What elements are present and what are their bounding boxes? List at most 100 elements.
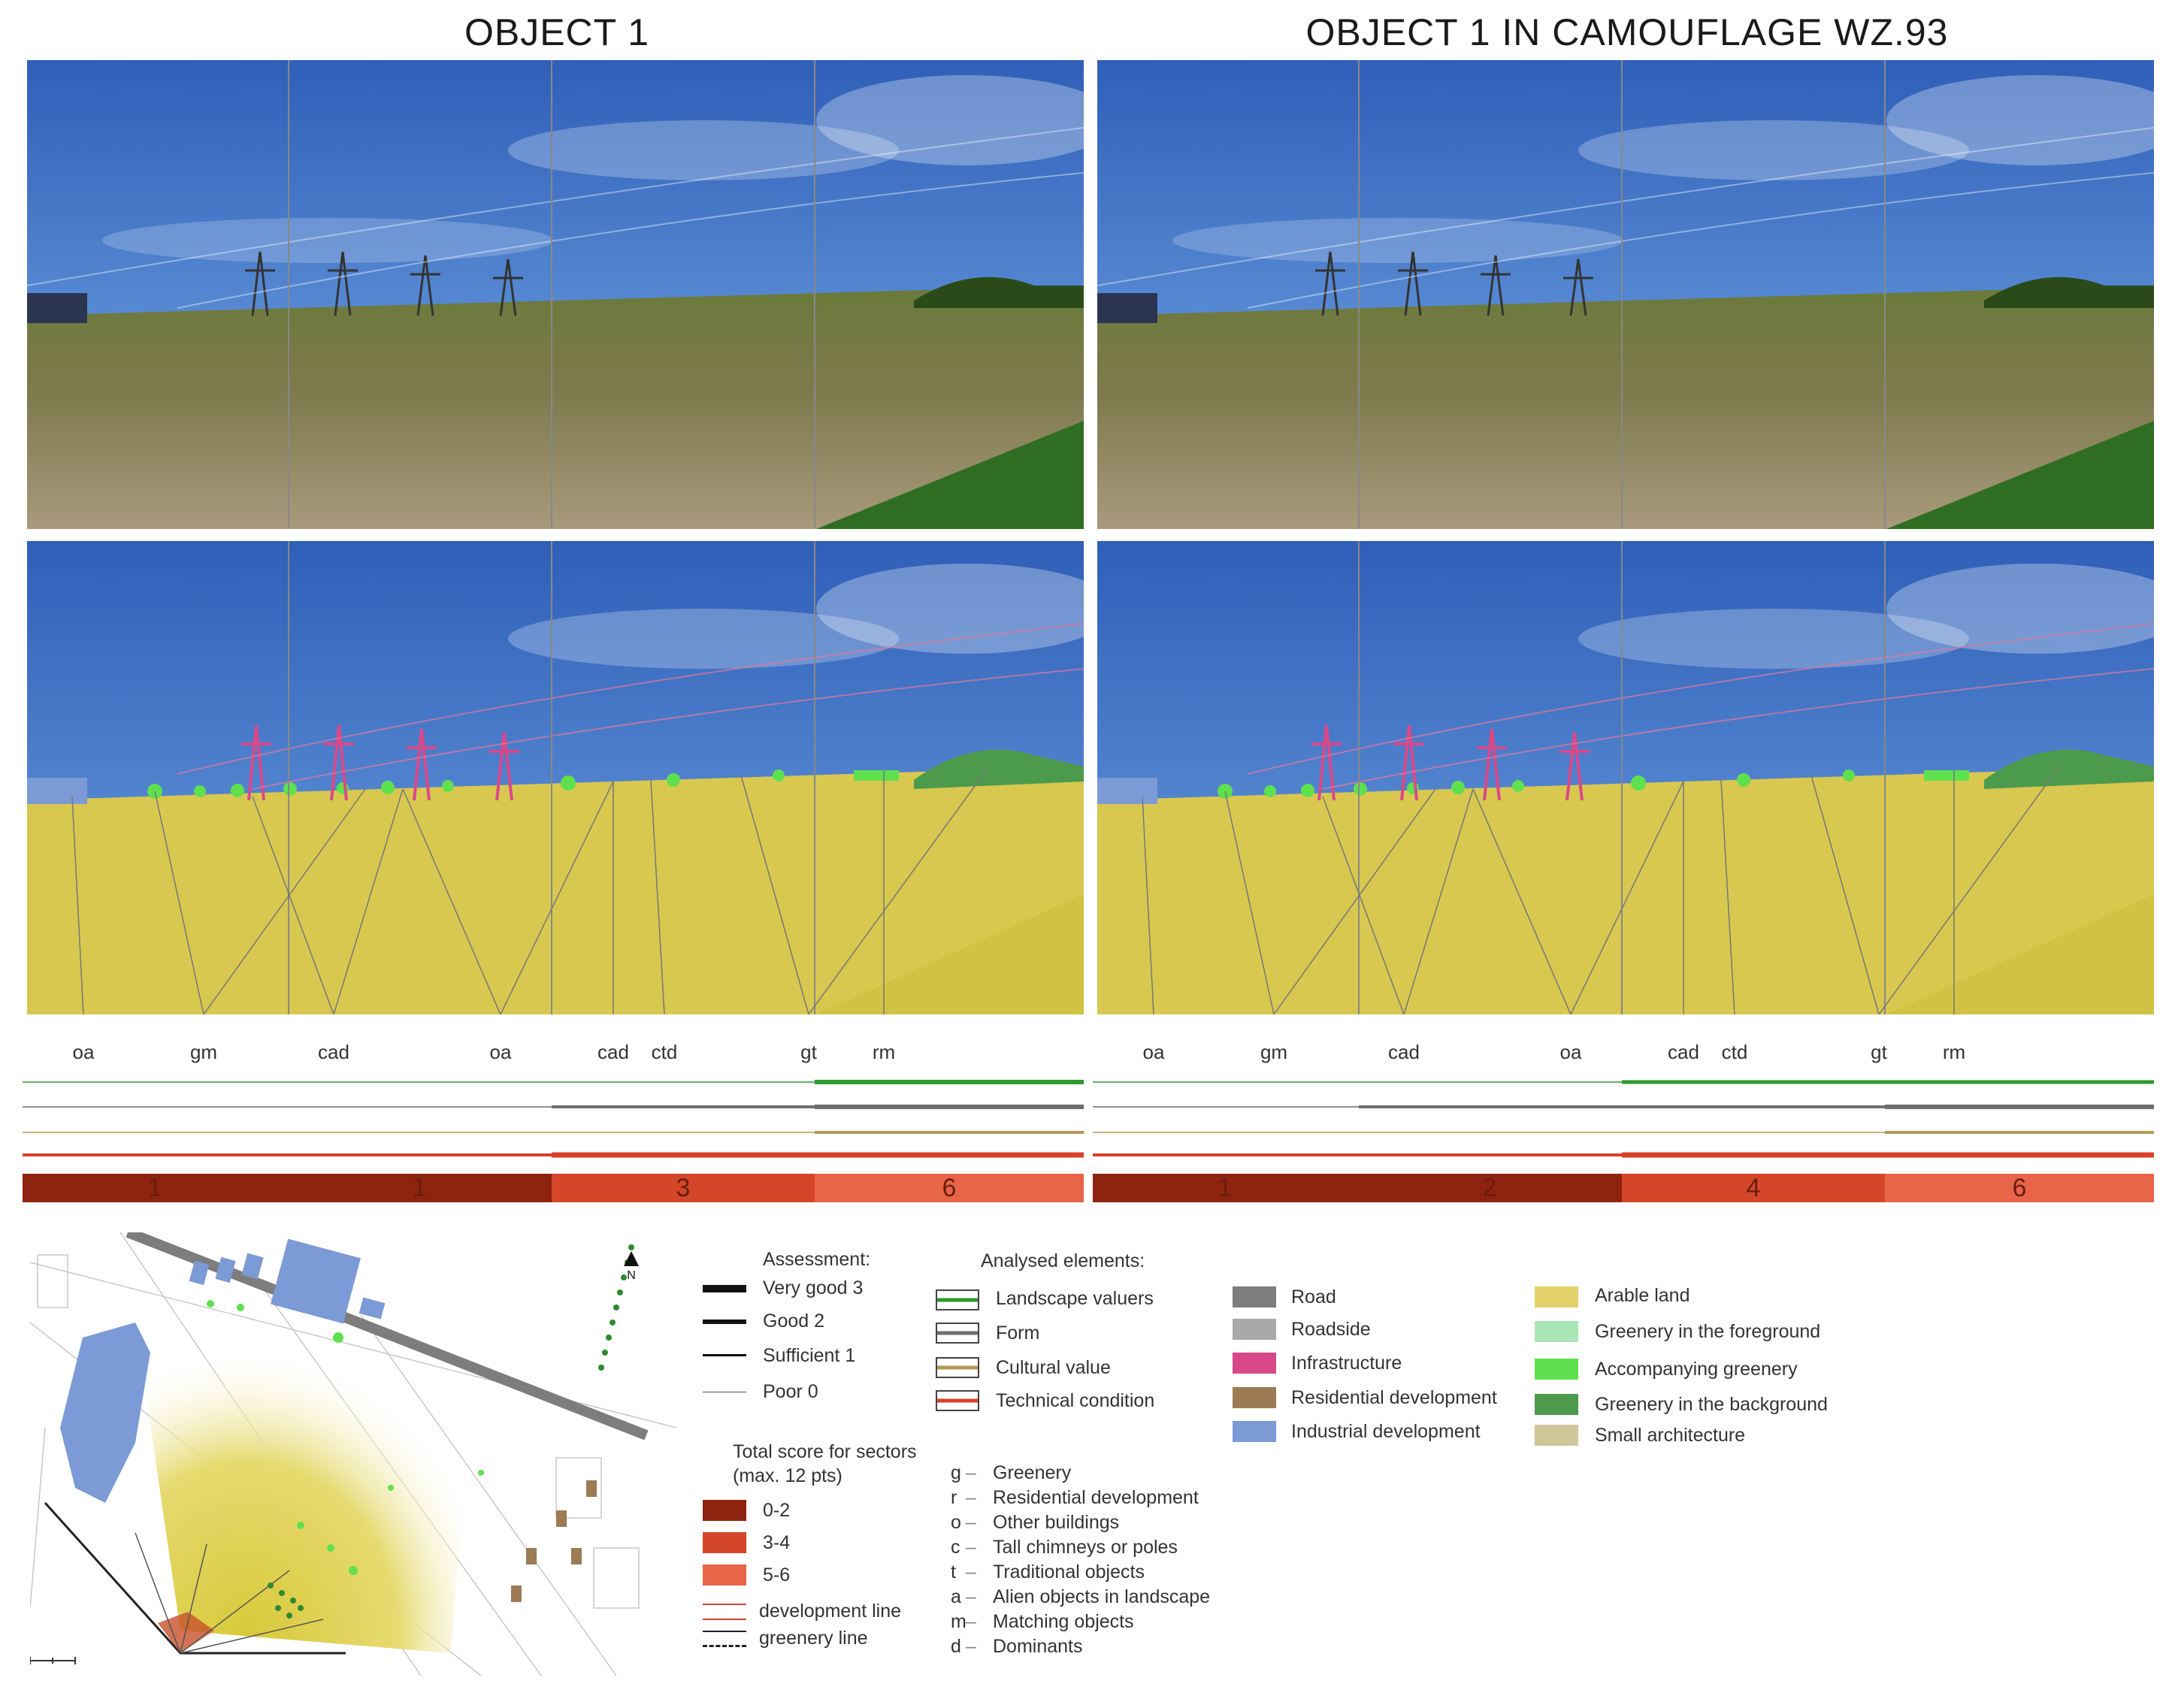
accompanying-greenery-swatch bbox=[1535, 1359, 1578, 1380]
industrial-swatch bbox=[1233, 1421, 1276, 1442]
land-use-label: Roadside bbox=[1291, 1319, 1371, 1340]
score-segment: 3 bbox=[552, 1174, 815, 1202]
score-segment: 4 bbox=[1622, 1174, 1885, 1202]
code-label: oa bbox=[1142, 1041, 1165, 1063]
abbr-sep: – bbox=[966, 1512, 976, 1533]
abbreviation-row: g – Greenery bbox=[951, 1462, 1071, 1484]
abbr-key: g bbox=[951, 1462, 961, 1483]
abbreviation-row: r – Residential development bbox=[951, 1487, 1199, 1509]
abbreviation-row: d – Dominants bbox=[951, 1636, 1083, 1658]
abbreviation-row: t – Traditional objects bbox=[951, 1561, 1145, 1583]
abbr-key: m bbox=[951, 1611, 967, 1632]
code-label: gt bbox=[1871, 1041, 1887, 1063]
codes-right: oa gm cad oa cad ctd gt rm bbox=[1097, 1041, 2154, 1071]
code-label: rm bbox=[872, 1041, 896, 1063]
score-range: 5-6 bbox=[763, 1564, 791, 1586]
code-label: rm bbox=[1942, 1041, 1966, 1063]
abbreviation-row: c – Tall chimneys or poles bbox=[951, 1537, 1178, 1558]
score-segment: 1 bbox=[23, 1174, 287, 1202]
abbr-key: t bbox=[951, 1561, 956, 1583]
score-range: 3-4 bbox=[763, 1532, 791, 1553]
abbr-label: Tall chimneys or poles bbox=[993, 1537, 1178, 1558]
abbr-sep: – bbox=[966, 1586, 976, 1607]
cultural-value-swatch bbox=[936, 1357, 979, 1378]
abbr-sep: – bbox=[966, 1537, 976, 1558]
assessment-item: Poor 0 bbox=[763, 1381, 818, 1402]
abbreviation-row: a – Alien objects in landscape bbox=[951, 1586, 1210, 1608]
abbr-key: o bbox=[951, 1512, 961, 1533]
roadside-swatch bbox=[1233, 1319, 1276, 1340]
left-title: OBJECT 1 bbox=[464, 11, 650, 53]
abbr-label: Greenery bbox=[993, 1462, 1072, 1483]
residential-swatch bbox=[1233, 1387, 1276, 1408]
abbreviation-row: m– Matching objects bbox=[951, 1611, 1134, 1633]
north-label: N bbox=[627, 1269, 636, 1282]
analysed-item: Landscape valuers bbox=[996, 1288, 1154, 1309]
code-label: ctd bbox=[1721, 1041, 1748, 1063]
score-segment: 2 bbox=[1357, 1174, 1622, 1202]
abbr-key: a bbox=[951, 1586, 961, 1607]
abbr-label: Residential development bbox=[993, 1487, 1199, 1508]
code-label: oa bbox=[72, 1041, 95, 1063]
abbr-key: d bbox=[951, 1636, 961, 1657]
code-label: oa bbox=[489, 1041, 512, 1063]
assessment-lines-right bbox=[1093, 1071, 2154, 1161]
analysed-item: Technical condition bbox=[996, 1390, 1155, 1411]
code-label: gt bbox=[800, 1041, 817, 1063]
total-score-title: Total score for sectors bbox=[733, 1441, 917, 1462]
code-label: gm bbox=[189, 1041, 218, 1063]
land-use-label: Residential development bbox=[1291, 1387, 1497, 1408]
score-bar-right: 1 2 4 6 bbox=[1093, 1174, 2154, 1202]
right-title: OBJECT 1 IN CAMOUFLAGE WZ.93 bbox=[1305, 11, 1949, 53]
code-label: cad bbox=[1668, 1041, 1699, 1063]
sufficient-line bbox=[703, 1354, 746, 1356]
abbr-label: Other buildings bbox=[993, 1512, 1120, 1533]
abbr-key: c bbox=[951, 1537, 960, 1558]
assessment-item: Good 2 bbox=[763, 1310, 825, 1332]
code-label: oa bbox=[1559, 1041, 1582, 1063]
score-swatch-0-2 bbox=[703, 1500, 746, 1521]
score-swatch-5-6 bbox=[703, 1564, 746, 1586]
landscape-valuers-swatch bbox=[936, 1289, 979, 1310]
code-label: gm bbox=[1260, 1041, 1288, 1063]
abbr-label: Dominants bbox=[993, 1636, 1083, 1657]
analysed-title: Analysed elements: bbox=[981, 1250, 1145, 1271]
assessment-lines-left bbox=[23, 1071, 1084, 1161]
analysis-right bbox=[1097, 541, 2154, 1014]
infrastructure-swatch bbox=[1233, 1353, 1276, 1374]
abbr-key: r bbox=[951, 1487, 957, 1508]
greenery-foreground-swatch bbox=[1535, 1321, 1578, 1342]
greenery-background-swatch bbox=[1535, 1394, 1578, 1415]
land-use-label: Greenery in the background bbox=[1595, 1394, 1828, 1415]
total-score-subtitle: (max. 12 pts) bbox=[733, 1465, 842, 1486]
arable-swatch bbox=[1535, 1286, 1578, 1307]
abbr-sep: – bbox=[966, 1611, 976, 1632]
abbr-sep: – bbox=[966, 1636, 976, 1657]
score-segment: 1 bbox=[1093, 1174, 1357, 1202]
abbr-label: Matching objects bbox=[993, 1611, 1134, 1632]
land-use-label: Arable land bbox=[1595, 1285, 1690, 1306]
technical-condition-swatch bbox=[936, 1390, 979, 1411]
code-label: ctd bbox=[651, 1041, 678, 1063]
analysed-item: Cultural value bbox=[996, 1357, 1111, 1378]
abbr-sep: – bbox=[966, 1561, 976, 1583]
land-use-label: Accompanying greenery bbox=[1595, 1359, 1798, 1380]
score-swatch-3-4 bbox=[703, 1532, 746, 1553]
score-segment: 6 bbox=[815, 1174, 1084, 1202]
abbreviation-row: o – Other buildings bbox=[951, 1512, 1119, 1534]
analysed-item: Form bbox=[996, 1323, 1040, 1344]
road-swatch bbox=[1233, 1286, 1276, 1307]
land-use-label: Road bbox=[1291, 1286, 1336, 1307]
abbr-sep: – bbox=[966, 1487, 976, 1508]
photo-left bbox=[27, 60, 1084, 529]
greenery-line-label: greenery line bbox=[759, 1628, 868, 1649]
small-architecture-swatch bbox=[1535, 1425, 1578, 1446]
land-use-label: Small architecture bbox=[1595, 1425, 1746, 1446]
abbr-label: Traditional objects bbox=[993, 1561, 1145, 1583]
very-good-line bbox=[703, 1285, 746, 1292]
code-label: cad bbox=[597, 1041, 629, 1063]
development-line-label: development line bbox=[759, 1601, 902, 1622]
good-line bbox=[703, 1320, 746, 1324]
photo-right bbox=[1097, 60, 2154, 529]
score-segment: 6 bbox=[1885, 1174, 2154, 1202]
